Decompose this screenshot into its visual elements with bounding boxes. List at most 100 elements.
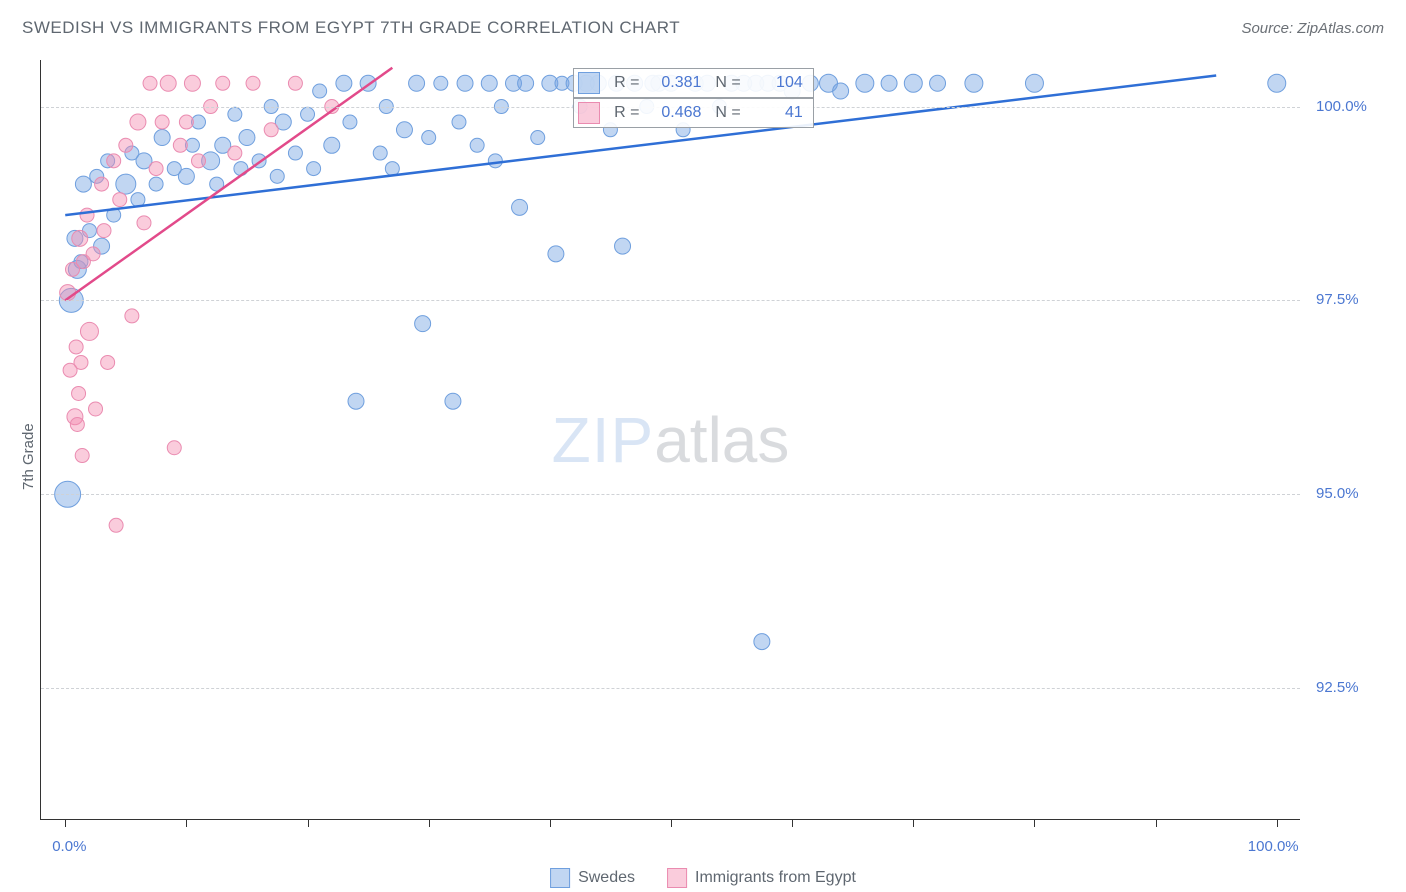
data-point [288, 146, 302, 160]
data-point [881, 75, 897, 91]
x-tick [429, 819, 430, 827]
data-point [178, 168, 194, 184]
data-point [109, 518, 123, 532]
legend-swatch-egypt [667, 868, 687, 888]
data-point [434, 76, 448, 90]
y-tick-label: 95.0% [1316, 485, 1359, 502]
data-point [216, 76, 230, 90]
stat-n-label: N = [715, 104, 740, 122]
data-point [615, 238, 631, 254]
data-point [192, 154, 206, 168]
stat-r-value: 0.468 [653, 104, 701, 122]
data-point [89, 402, 103, 416]
grid-line [41, 494, 1300, 495]
data-point [72, 386, 86, 400]
x-tick [65, 819, 66, 827]
data-point [518, 75, 534, 91]
data-point [228, 146, 242, 160]
x-start-label: 0.0% [52, 838, 86, 855]
legend-label-egypt: Immigrants from Egypt [695, 869, 856, 887]
data-point [149, 177, 163, 191]
x-tick [913, 819, 914, 827]
data-point [113, 193, 127, 207]
chart-header: SWEDISH VS IMMIGRANTS FROM EGYPT 7TH GRA… [22, 18, 1384, 38]
data-point [184, 75, 200, 91]
data-point [1025, 74, 1043, 92]
data-point [313, 84, 327, 98]
data-point [179, 115, 193, 129]
data-point [69, 340, 83, 354]
data-point [754, 634, 770, 650]
data-point [72, 230, 88, 246]
data-point [137, 216, 151, 230]
stat-r-label: R = [614, 74, 639, 92]
x-end-label: 100.0% [1248, 838, 1299, 855]
legend-swatch-swedes [550, 868, 570, 888]
data-point [167, 441, 181, 455]
data-point [75, 449, 89, 463]
legend: Swedes Immigrants from Egypt [550, 868, 856, 888]
data-point [80, 208, 94, 222]
data-point [904, 74, 922, 92]
stat-r-value: 0.381 [653, 74, 701, 92]
x-tick [186, 819, 187, 827]
data-point [336, 75, 352, 91]
stat-swatch [578, 72, 600, 94]
x-tick [1156, 819, 1157, 827]
grid-line [41, 300, 1300, 301]
data-point [125, 309, 139, 323]
data-point [95, 177, 109, 191]
data-point [1268, 74, 1286, 92]
data-point [396, 122, 412, 138]
data-point [373, 146, 387, 160]
stat-r-label: R = [614, 104, 639, 122]
data-point [149, 162, 163, 176]
data-point [548, 246, 564, 262]
data-point [107, 154, 121, 168]
plot-area: ZIPatlas [40, 60, 1300, 820]
data-point [173, 138, 187, 152]
y-tick-label: 100.0% [1316, 98, 1367, 115]
stat-n-value: 104 [755, 74, 803, 92]
y-tick-label: 97.5% [1316, 291, 1359, 308]
data-point [239, 130, 255, 146]
y-tick-label: 92.5% [1316, 679, 1359, 696]
x-tick [1277, 819, 1278, 827]
data-point [86, 247, 100, 261]
x-tick [792, 819, 793, 827]
legend-item-egypt: Immigrants from Egypt [667, 868, 856, 888]
data-point [930, 75, 946, 91]
data-point [512, 199, 528, 215]
x-tick [550, 819, 551, 827]
data-point [348, 393, 364, 409]
x-tick [671, 819, 672, 827]
data-point [452, 115, 466, 129]
data-point [409, 75, 425, 91]
data-point [457, 75, 473, 91]
data-point [288, 76, 302, 90]
data-point [343, 115, 357, 129]
data-point [264, 123, 278, 137]
data-point [101, 355, 115, 369]
data-point [488, 154, 502, 168]
chart-source: Source: ZipAtlas.com [1241, 20, 1384, 37]
data-point [422, 131, 436, 145]
stat-n-label: N = [715, 74, 740, 92]
data-point [154, 130, 170, 146]
stat-n-value: 41 [755, 104, 803, 122]
data-point [531, 131, 545, 145]
data-point [385, 162, 399, 176]
stat-box: R = 0.381 N = 104 [573, 68, 814, 98]
x-tick [1034, 819, 1035, 827]
y-axis-title: 7th Grade [20, 423, 37, 490]
x-tick [308, 819, 309, 827]
stat-box: R = 0.468 N = 41 [573, 98, 814, 128]
data-point [119, 138, 133, 152]
data-point [965, 74, 983, 92]
data-point [155, 115, 169, 129]
data-point [160, 75, 176, 91]
data-point [75, 176, 91, 192]
data-point [80, 322, 98, 340]
data-point [301, 107, 315, 121]
data-point [307, 162, 321, 176]
